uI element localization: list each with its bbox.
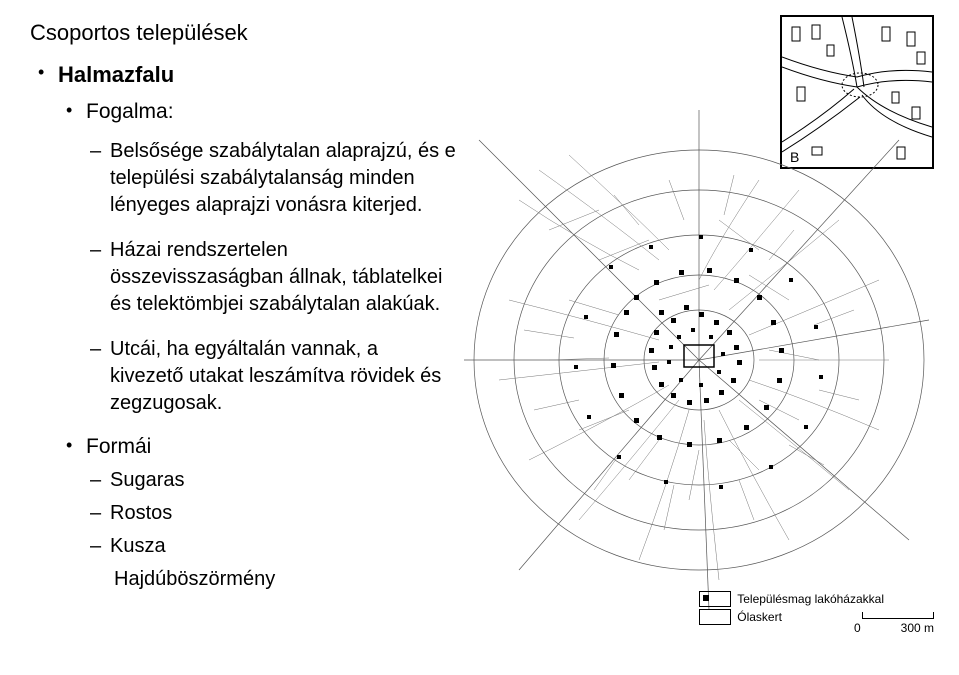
legend-label-1: Településmag lakóházakkal bbox=[737, 592, 884, 606]
def-point-2: Házai rendszertelen összevisszaságban ál… bbox=[86, 237, 456, 318]
legend-row-1: Településmag lakóházakkal bbox=[699, 591, 884, 607]
def-point-3: Utcái, ha egyáltalán vannak, a kivezető … bbox=[86, 336, 456, 417]
scale-label: 300 m bbox=[901, 621, 934, 635]
formai-label: Formái bbox=[86, 435, 151, 458]
fogalma-label: Fogalma: bbox=[86, 100, 174, 123]
legend-symbol-garden bbox=[699, 609, 731, 625]
map-area: B bbox=[459, 15, 934, 635]
definition-list: Belsősége szabálytalan alaprajzú, és e t… bbox=[86, 138, 456, 417]
legend-symbol-core bbox=[699, 591, 731, 607]
main-item-label: Halmazfalu bbox=[58, 62, 174, 87]
legend-label-2: Ólaskert bbox=[737, 610, 782, 624]
scale-zero: 0 bbox=[854, 621, 861, 635]
main-map bbox=[459, 100, 934, 620]
scale-bar: 0 300 m bbox=[854, 612, 934, 635]
def-point-1: Belsősége szabálytalan alaprajzú, és e t… bbox=[86, 138, 456, 219]
